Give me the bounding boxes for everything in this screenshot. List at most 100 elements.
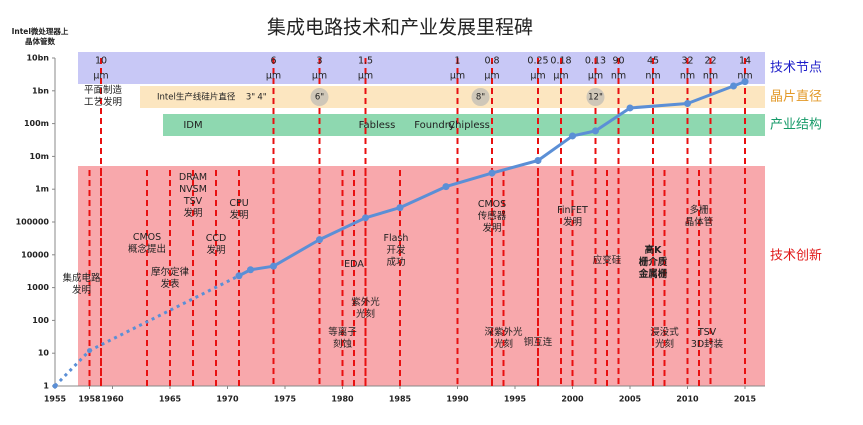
y-tick-label: 100000 — [16, 218, 50, 227]
node-size: 45 — [647, 56, 659, 67]
x-tick-label: 2000 — [561, 395, 584, 404]
x-tick-label: 1975 — [274, 395, 297, 404]
event-label: EDA — [344, 259, 364, 270]
event-label: CMOS 传感器发明 — [478, 199, 507, 234]
event-line: 概念提出 — [128, 243, 166, 255]
industry-label: Foundry — [414, 120, 455, 131]
node-size: 1 — [454, 56, 460, 67]
event-label: CPU 发明 — [229, 198, 248, 221]
industry-label: Fabless — [359, 120, 396, 131]
event-line: 金属栅 — [638, 268, 668, 280]
event-label: 摩尔定律发表 — [151, 266, 190, 290]
node-unit: nm — [703, 71, 718, 82]
event-line: 平面制造 — [84, 84, 123, 96]
node-unit: nm — [737, 71, 752, 82]
node-unit: μm — [588, 71, 603, 82]
series-point — [534, 156, 542, 164]
series-point — [316, 236, 323, 244]
event-label: DRAM NVSM TSV 发明 — [179, 172, 207, 219]
x-tick-label: 1958 — [78, 395, 101, 404]
event-label: 集成电路发明 — [62, 272, 101, 296]
y-axis-title: 晶体管数 — [25, 36, 55, 46]
node-unit: nm — [611, 71, 626, 82]
y-tick-label: 100m — [24, 119, 49, 128]
event-line: 高K — [645, 244, 663, 256]
event-line: CMOS — [478, 199, 506, 210]
series-point — [592, 127, 599, 135]
event-label: FinFET 发明 — [557, 205, 588, 228]
event-label: 高K 栅介质金属栅 — [638, 244, 668, 280]
event-line: FinFET — [557, 205, 588, 216]
y-tick-label: 10bn — [26, 54, 49, 63]
chart-title: 集成电路技术和产业发展里程碑 — [267, 17, 533, 39]
x-tick-label: 2005 — [619, 395, 642, 404]
event-line: 发明 — [206, 244, 225, 256]
node-size: 0.13 — [585, 56, 606, 67]
node-size: 14 — [739, 56, 751, 67]
event-line: 发明 — [482, 222, 501, 234]
event-label: 平面制造工艺发明 — [84, 84, 123, 108]
node-unit: μm — [530, 71, 545, 82]
node-size: 0.25 — [527, 56, 548, 67]
event-line: 集成电路 — [62, 272, 101, 284]
x-tick-label: 1985 — [389, 395, 412, 404]
series-point — [362, 214, 369, 222]
x-tick-label: 1960 — [101, 395, 124, 404]
event-line: 发表 — [160, 278, 180, 290]
band-label: 产业结构 — [770, 118, 822, 133]
x-tick-label: 1980 — [331, 395, 354, 404]
band — [78, 52, 765, 84]
series-point — [396, 204, 404, 212]
event-line: 光刻 — [356, 308, 375, 320]
wafer-label: 4" — [257, 93, 266, 103]
node-unit: μm — [266, 71, 281, 82]
y-tick-label: 10000 — [21, 250, 49, 259]
x-tick-label: 1955 — [44, 395, 67, 404]
industry-label: IDM — [183, 120, 202, 131]
event-line: 等离子 — [328, 326, 357, 338]
node-size: 1.5 — [358, 56, 373, 67]
event-line: DRAM — [179, 172, 207, 183]
event-line: 栅介质 — [639, 256, 668, 268]
series-point — [488, 169, 496, 177]
event-line: 多栅 — [689, 204, 709, 216]
event-line: 浸没式 — [650, 326, 679, 338]
event-line: 成功 — [386, 256, 405, 268]
node-size: 3 — [316, 56, 322, 67]
event-line: 铜互连 — [524, 336, 553, 348]
event-line: CMOS — [133, 232, 161, 243]
node-size: 32 — [681, 56, 693, 67]
series-point — [52, 383, 58, 389]
band-label: 技术创新 — [770, 248, 822, 264]
band — [140, 86, 765, 108]
event-label: CMOS 概念提出 — [128, 232, 166, 255]
event-line: 摩尔定律 — [151, 266, 190, 278]
event-label: 紫外光光刻 — [351, 296, 380, 320]
event-line: 发明 — [229, 209, 248, 221]
event-line: 发明 — [183, 207, 202, 219]
event-label: 应变硅 — [593, 254, 622, 266]
node-unit: μm — [312, 71, 327, 82]
event-line: 晶体管 — [685, 216, 714, 228]
node-size: 90 — [612, 56, 624, 67]
wafer-label: 6" — [315, 93, 324, 103]
wafer-title: Intel生产线硅片直径 — [157, 92, 236, 103]
wafer-circle — [310, 88, 329, 106]
event-line: EDA — [344, 259, 364, 270]
event-line: 开发 — [386, 244, 406, 256]
event-line: Flash — [384, 233, 409, 244]
series-point — [569, 132, 576, 140]
x-tick-label: 2010 — [676, 395, 699, 404]
x-tick-label: 1990 — [446, 395, 469, 404]
event-line: 光刻 — [494, 338, 513, 350]
event-label: Flash 开发成功 — [384, 233, 409, 268]
node-unit: μm — [358, 71, 373, 82]
series-point — [741, 78, 749, 86]
event-label: 浸没式光刻 — [650, 326, 679, 350]
event-label: 深紫外光光刻 — [484, 326, 523, 350]
series-point — [87, 348, 92, 354]
y-tick-label: 10 — [38, 349, 50, 358]
series-point — [730, 82, 737, 90]
series-point — [684, 100, 691, 108]
